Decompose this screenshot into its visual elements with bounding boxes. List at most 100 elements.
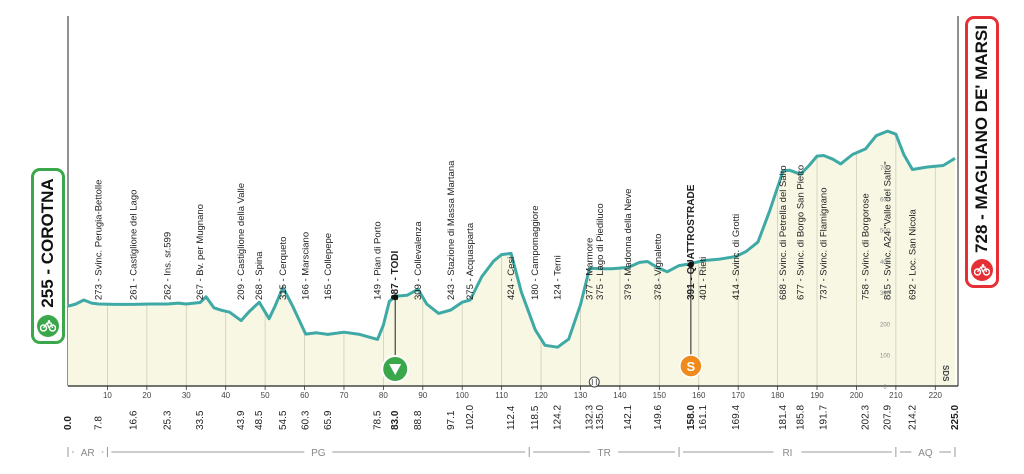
km-label: 158.0 <box>686 405 697 430</box>
region-label: TR <box>597 448 610 459</box>
y-tick-label: 200 <box>880 322 891 328</box>
region-label: AQ <box>918 448 933 459</box>
marker-dot <box>392 294 399 301</box>
km-label: 65.9 <box>323 410 334 430</box>
waypoint-label: 267 - Bv. per Mugnano <box>195 204 206 300</box>
waypoint-label: 309 - Collevalenza <box>413 221 424 300</box>
sprint-marker-label: S <box>687 359 696 374</box>
km-label: 54.5 <box>278 410 289 430</box>
waypoint-label: 692 - Loc. San Nicola <box>907 208 918 300</box>
x-tick-label: 80 <box>379 391 388 400</box>
x-tick-label: 60 <box>300 391 309 400</box>
waypoint-label: 315 - Cerqueto <box>278 237 289 300</box>
waypoint-label: 815 - Svinc. A24 "Valle del Salto" <box>883 161 894 300</box>
y-tick-label: 500 <box>880 229 891 235</box>
x-tick-label: 220 <box>929 391 943 400</box>
km-label: 7.8 <box>94 416 105 430</box>
km-label: 33.5 <box>195 410 206 430</box>
waypoint-label: 165 - Collepepe <box>323 233 334 300</box>
x-tick-label: 130 <box>574 391 588 400</box>
x-tick-label: 190 <box>810 391 824 400</box>
km-label: 78.5 <box>373 410 384 430</box>
waypoint-label: 737 - Svinc. di Flamignano <box>819 188 830 300</box>
km-label: 112.4 <box>506 405 517 430</box>
waypoint-label: 273 - Svinc. Perugia-Bettolle <box>94 180 105 300</box>
waypoint-label: 275 - Acquasparta <box>465 222 476 300</box>
waypoint-label: 262 - Ins. sr.599 <box>163 232 174 300</box>
waypoint-label: 379 - Madonna della Neve <box>623 189 634 300</box>
waypoint-label: 375 - Lago di Piediluco <box>595 203 606 300</box>
x-tick-label: 70 <box>340 391 349 400</box>
km-label: 48.5 <box>254 410 265 430</box>
km-label: 191.7 <box>819 405 830 430</box>
km-label: 102.0 <box>465 405 476 430</box>
feed-zone-icon <box>588 376 600 388</box>
down-triangle-icon <box>389 364 402 375</box>
km-label: 135.0 <box>595 405 606 430</box>
km-label: 124.2 <box>553 405 564 430</box>
km-label: 60.3 <box>301 410 312 430</box>
waypoint-label: 378 - Vignaletto <box>653 234 664 300</box>
km-label: 185.8 <box>796 405 807 430</box>
km-label: 207.9 <box>883 405 894 430</box>
x-tick-label: 90 <box>418 391 427 400</box>
y-tick-label: 0 <box>883 385 887 391</box>
km-label: 149.6 <box>653 405 664 430</box>
km-label: 0.0 <box>63 416 74 430</box>
x-tick-label: 200 <box>850 391 864 400</box>
waypoint-label: 401 - Rieti <box>698 257 709 300</box>
x-tick-label: 140 <box>613 391 627 400</box>
waypoint-label: 124 - Terni <box>553 255 564 300</box>
waypoint-label: 243 - Stazione di Massa Martana <box>446 160 457 300</box>
x-tick-label: 40 <box>221 391 230 400</box>
y-tick-label: 600 <box>880 197 891 203</box>
cyclist-icon <box>971 259 993 281</box>
waypoint-label: 688 - Svinc. di Petrella del Salto <box>778 165 789 300</box>
waypoint-label: 166 - Marsciano <box>301 232 312 300</box>
cyclist-icon <box>37 315 59 337</box>
y-tick-label: 300 <box>880 291 891 297</box>
region-label: AR <box>81 448 95 459</box>
km-label: 16.6 <box>128 410 139 430</box>
waypoint-label: 424 - Cesi <box>506 257 517 300</box>
waypoint-label: 261 - Castiglione del Lago <box>128 190 139 300</box>
x-tick-label: 210 <box>889 391 903 400</box>
waypoint-label: 377 - Marmore <box>585 238 596 300</box>
waypoint-label: 677 - Svinc. di Borgo San Pietro <box>796 165 807 300</box>
x-tick-label: 20 <box>142 391 151 400</box>
waypoint-label: 414 - Svinc. di Grotti <box>731 214 742 300</box>
km-label: 43.9 <box>236 410 247 430</box>
waypoint-label-bold: 391 - QUATTROSTRADE <box>686 184 697 300</box>
y-tick-label: 400 <box>880 260 891 266</box>
km-label: 214.2 <box>907 405 918 430</box>
x-tick-label: 110 <box>495 391 508 400</box>
x-tick-label: 100 <box>456 391 470 400</box>
region-label: RI <box>782 448 792 459</box>
start-badge: 255 - COROTNA <box>31 168 65 344</box>
x-tick-label: 30 <box>182 391 191 400</box>
km-label: 83.0 <box>390 410 401 430</box>
region-label: PG <box>311 448 326 459</box>
km-label: 132.3 <box>585 405 596 430</box>
x-tick-label: 160 <box>692 391 706 400</box>
profile-line <box>67 129 956 349</box>
x-tick-label: 170 <box>731 391 745 400</box>
x-tick-label: 120 <box>534 391 548 400</box>
waypoint-label: 180 - Campomaggiore <box>530 205 541 300</box>
km-label: 181.4 <box>778 405 789 430</box>
km-label: 161.1 <box>698 405 709 430</box>
km-label: 97.1 <box>446 410 457 430</box>
km-label: 25.3 <box>163 410 174 430</box>
km-label: 118.5 <box>530 405 541 430</box>
km-label: 202.3 <box>861 405 872 430</box>
marker-dot <box>687 261 694 268</box>
sprint-marker <box>679 354 703 378</box>
km-label: 88.8 <box>413 410 424 430</box>
x-tick-label: 10 <box>103 391 112 400</box>
km-label: 142.1 <box>623 405 634 430</box>
y-tick-label: 100 <box>880 354 891 360</box>
x-tick-label: 150 <box>653 391 667 400</box>
km-label: 169.4 <box>731 405 742 430</box>
waypoint-label: 268 - Spina <box>254 251 265 300</box>
